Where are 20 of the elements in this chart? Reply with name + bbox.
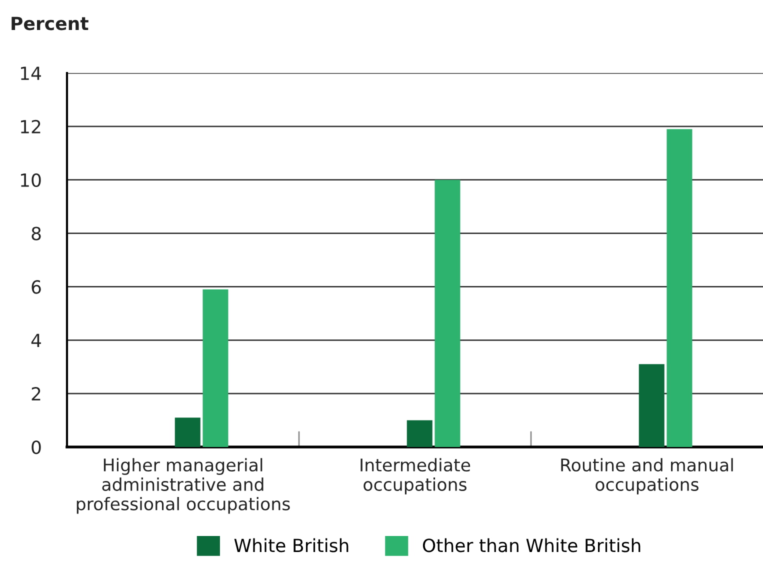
y-tick-label: 8 (32, 226, 41, 240)
x-tick-label: Routine and manual occupations (561, 458, 733, 494)
y-axis-title: Percent (12, 16, 88, 30)
bar (174, 418, 200, 447)
x-tick-label: Intermediate occupations (360, 458, 470, 494)
bar (406, 420, 432, 447)
bar (638, 364, 664, 447)
legend-label: White British (234, 538, 348, 552)
bar (666, 129, 692, 447)
y-tick-label: 12 (21, 120, 40, 134)
legend-label: Other than White British (422, 538, 640, 552)
bar (434, 180, 460, 447)
bar (202, 289, 228, 447)
y-tick-label: 0 (32, 440, 41, 454)
y-tick-label: 4 (31, 334, 41, 348)
x-tick-label: Higher managerial administrative and professional occupations (76, 458, 290, 514)
y-tick-label: 6 (32, 280, 41, 294)
y-tick-label: 2 (32, 387, 40, 400)
y-tick-label: 14 (21, 66, 41, 80)
y-tick-label: 10 (21, 173, 41, 187)
